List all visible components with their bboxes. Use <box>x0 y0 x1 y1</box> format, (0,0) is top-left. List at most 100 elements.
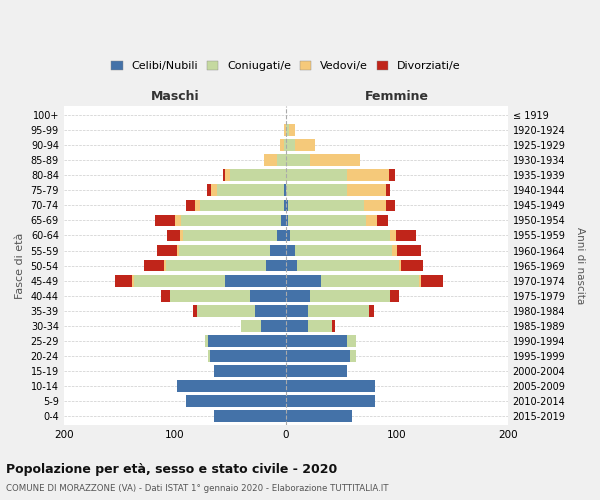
Bar <box>250 290 286 302</box>
Text: Femmine: Femmine <box>365 90 429 103</box>
Bar <box>217 184 284 196</box>
Bar <box>205 335 208 346</box>
Bar <box>211 350 286 362</box>
Bar <box>284 124 286 136</box>
Bar <box>288 214 366 226</box>
Bar <box>286 365 347 377</box>
Bar <box>186 200 195 211</box>
Bar <box>262 320 286 332</box>
Bar <box>288 200 364 211</box>
Bar <box>175 214 181 226</box>
Bar <box>155 214 175 226</box>
Text: Popolazione per età, sesso e stato civile - 2020: Popolazione per età, sesso e stato civil… <box>6 462 337 475</box>
Bar <box>396 230 416 241</box>
Bar <box>390 290 399 302</box>
Text: Maschi: Maschi <box>151 90 199 103</box>
Bar <box>310 290 390 302</box>
Bar <box>295 140 314 151</box>
Bar <box>179 244 270 256</box>
Bar <box>290 230 390 241</box>
Bar <box>390 230 396 241</box>
Bar <box>286 260 297 272</box>
Bar <box>286 335 347 346</box>
Bar <box>421 275 443 286</box>
Bar <box>286 244 295 256</box>
Bar <box>167 230 181 241</box>
Bar <box>286 305 308 316</box>
Bar <box>157 244 177 256</box>
Bar <box>397 244 421 256</box>
Bar <box>286 124 289 136</box>
Bar <box>286 200 288 211</box>
Bar <box>208 350 211 362</box>
Bar <box>386 184 390 196</box>
Bar <box>266 260 286 272</box>
Bar <box>286 275 322 286</box>
Bar <box>284 140 286 151</box>
Bar <box>255 305 286 316</box>
Legend: Celibi/Nubili, Coniugati/e, Vedovi/e, Divorziati/e: Celibi/Nubili, Coniugati/e, Vedovi/e, Di… <box>112 60 460 71</box>
Bar <box>223 170 225 181</box>
Bar <box>177 380 286 392</box>
Bar <box>286 154 310 166</box>
Bar <box>181 214 281 226</box>
Y-axis label: Anni di nascita: Anni di nascita <box>575 227 585 304</box>
Bar <box>297 260 399 272</box>
Bar <box>377 214 388 226</box>
Bar <box>182 230 277 241</box>
Bar <box>166 260 266 272</box>
Bar <box>310 154 360 166</box>
Bar <box>277 154 286 166</box>
Bar <box>280 140 284 151</box>
Bar <box>177 244 179 256</box>
Bar <box>164 260 166 272</box>
Bar <box>308 305 369 316</box>
Bar <box>286 290 310 302</box>
Bar <box>115 275 131 286</box>
Bar <box>286 395 374 407</box>
Bar <box>211 184 217 196</box>
Bar <box>332 320 335 332</box>
Bar <box>144 260 164 272</box>
Bar <box>193 305 197 316</box>
Bar <box>225 170 230 181</box>
Bar <box>286 320 308 332</box>
Bar <box>286 410 352 422</box>
Bar <box>197 305 255 316</box>
Bar <box>161 290 170 302</box>
Bar <box>134 275 225 286</box>
Bar <box>369 305 374 316</box>
Bar <box>207 184 211 196</box>
Bar <box>286 184 347 196</box>
Bar <box>286 170 347 181</box>
Bar <box>286 230 290 241</box>
Bar <box>399 260 401 272</box>
Bar <box>181 230 182 241</box>
Bar <box>308 320 332 332</box>
Bar <box>225 275 286 286</box>
Bar <box>284 200 286 211</box>
Bar <box>281 214 286 226</box>
Bar <box>286 380 374 392</box>
Bar <box>286 350 350 362</box>
Bar <box>366 214 377 226</box>
Text: COMUNE DI MORAZZONE (VA) - Dati ISTAT 1° gennaio 2020 - Elaborazione TUTTITALIA.: COMUNE DI MORAZZONE (VA) - Dati ISTAT 1°… <box>6 484 389 493</box>
Bar <box>214 365 286 377</box>
Bar <box>241 320 262 332</box>
Bar <box>230 170 286 181</box>
Bar <box>277 230 286 241</box>
Bar <box>347 170 389 181</box>
Bar <box>195 200 200 211</box>
Y-axis label: Fasce di età: Fasce di età <box>15 232 25 299</box>
Bar <box>295 244 392 256</box>
Bar <box>389 170 395 181</box>
Bar <box>386 200 395 211</box>
Bar <box>419 275 421 286</box>
Bar <box>286 140 295 151</box>
Bar <box>263 154 277 166</box>
Bar <box>347 335 356 346</box>
Bar <box>284 184 286 196</box>
Bar <box>392 244 397 256</box>
Bar <box>347 184 386 196</box>
Bar <box>170 290 250 302</box>
